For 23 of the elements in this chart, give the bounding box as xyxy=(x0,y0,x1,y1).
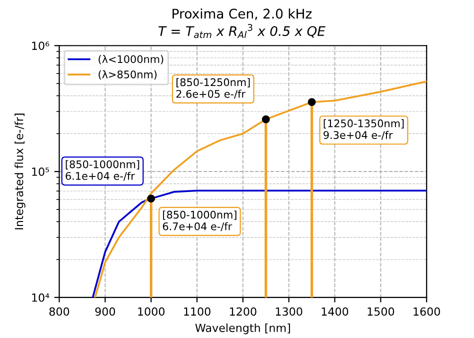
legend-label: (λ>850nm) xyxy=(98,70,157,80)
x-axis-title: Wavelength [nm] xyxy=(195,323,290,334)
x-tick-label: 1500 xyxy=(368,307,394,316)
x-tick-label: 1300 xyxy=(276,307,302,316)
x-tick-label: 900 xyxy=(95,307,116,316)
line-series xyxy=(92,190,427,298)
legend-label: (λ<1000nm) xyxy=(98,55,164,64)
chart-subtitle: T = T$_{atm}$ x R$_{Al}$$^{3}$ x 0.5 x QE xyxy=(158,24,326,38)
annotation: [850-1000nm] 6.1e+04 e-/fr xyxy=(66,160,140,181)
x-tick-label: 1100 xyxy=(184,307,210,316)
x-tick-label: 800 xyxy=(49,307,70,316)
y-tick-label: 10⁶ xyxy=(32,42,50,50)
y-tick-label: 10⁴ xyxy=(32,293,50,302)
y-tick-label: 10⁵ xyxy=(32,168,49,176)
chart-title: Proxima Cen, 2.0 kHz xyxy=(172,8,312,20)
annotation: [850-1000nm] 6.7e+04 e-/fr xyxy=(162,210,236,232)
y-axis-title: Integrated flux [e-/fr] xyxy=(14,114,26,230)
x-tick-label: 1600 xyxy=(414,307,440,316)
x-tick-label: 1400 xyxy=(322,307,348,316)
annotation: [1250-1350nm] 9.3e+04 e-/fr xyxy=(324,119,404,140)
annotation: [850-1250nm] 2.6e+05 e-/fr xyxy=(176,78,250,99)
x-tick-label: 1000 xyxy=(138,307,164,316)
x-tick-label: 1200 xyxy=(230,307,256,316)
